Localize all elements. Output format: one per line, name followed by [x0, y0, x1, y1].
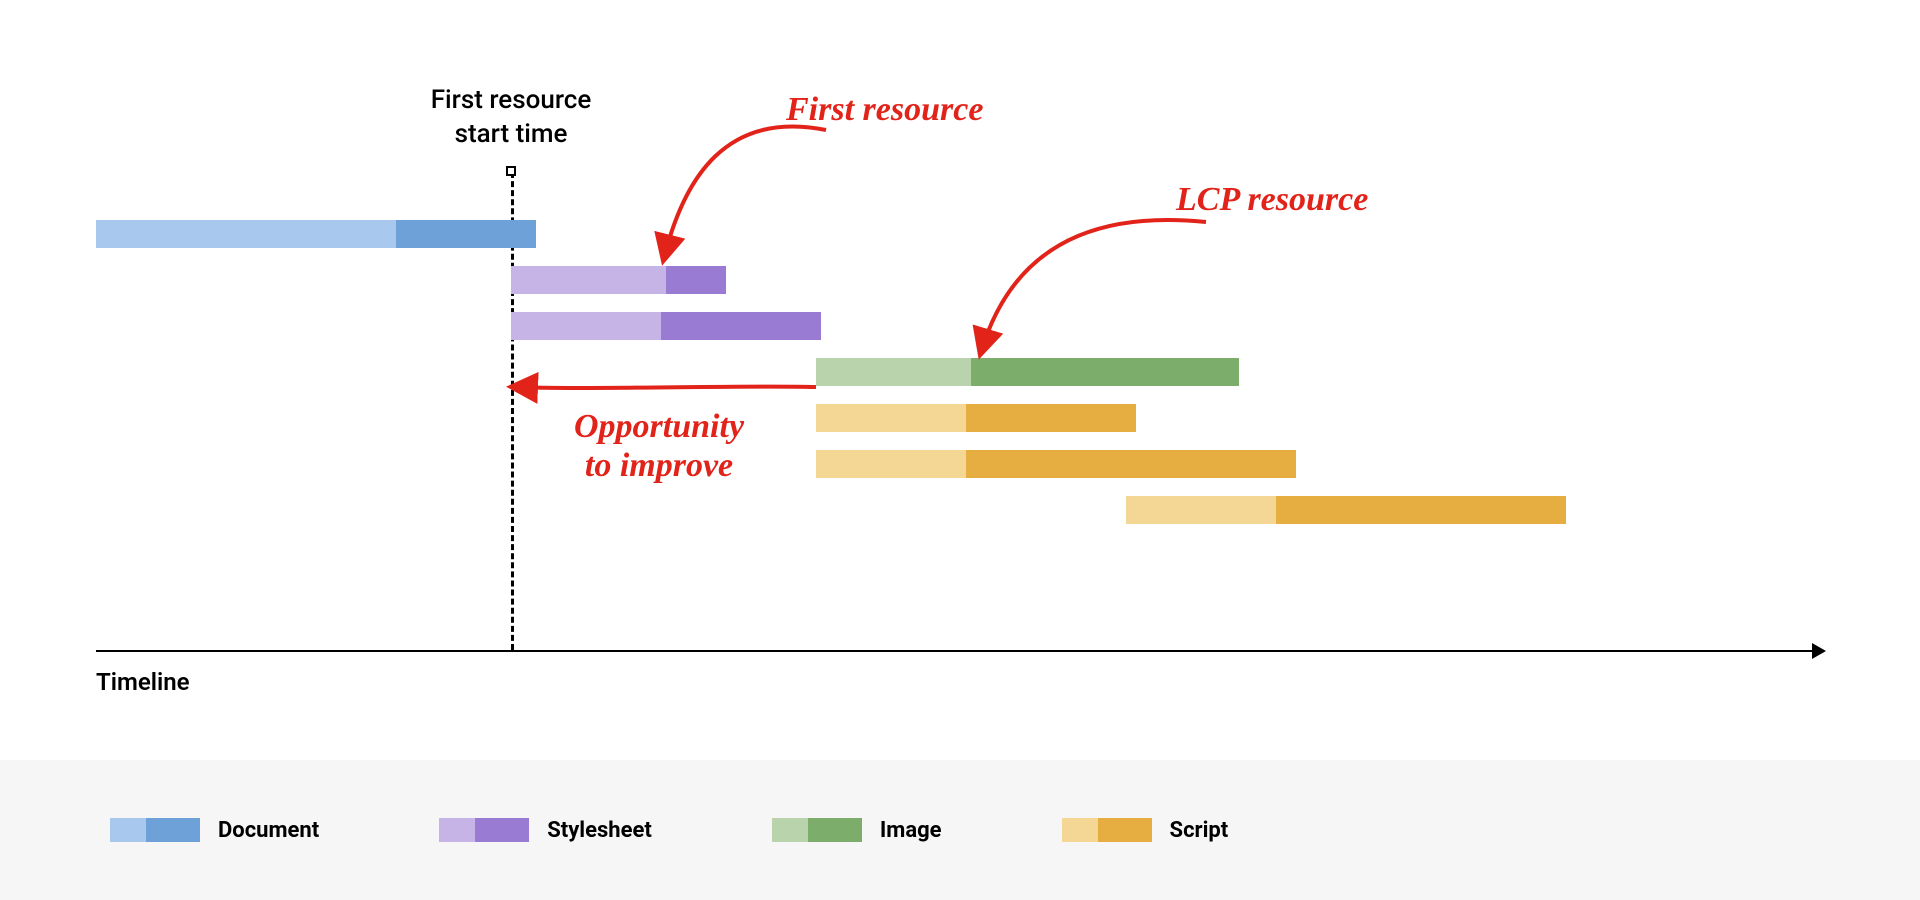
- annotation-first-resource: First resource: [786, 90, 983, 129]
- legend-item-script: Script: [1062, 818, 1229, 843]
- legend-item-stylesheet: Stylesheet: [439, 818, 652, 843]
- timeline-axis: [96, 650, 1814, 652]
- legend-label-script: Script: [1170, 818, 1229, 843]
- bar-image-lcp: [816, 358, 1239, 386]
- legend-swatch-image: [772, 818, 862, 842]
- timeline-axis-label: Timeline: [96, 668, 190, 696]
- bar-stylesheet1: [511, 266, 726, 294]
- waterfall-chart: First resourcestart time Timeline First …: [96, 80, 1824, 700]
- timeline-axis-arrowhead: [1812, 643, 1826, 659]
- diagram-canvas: First resourcestart time Timeline First …: [0, 0, 1920, 900]
- legend-swatch-document: [110, 818, 200, 842]
- legend-swatch-script: [1062, 818, 1152, 842]
- bar-script1: [816, 404, 1136, 432]
- legend-label-document: Document: [218, 818, 319, 843]
- legend-item-document: Document: [110, 818, 319, 843]
- legend: Document Stylesheet Image Script: [0, 760, 1920, 900]
- legend-swatch-stylesheet: [439, 818, 529, 842]
- annotation-lcp-resource: LCP resource: [1176, 180, 1368, 219]
- legend-item-image: Image: [772, 818, 942, 843]
- annotation-arrows: [96, 80, 1824, 700]
- bar-document: [96, 220, 536, 248]
- first-resource-marker-label: First resourcestart time: [401, 84, 621, 152]
- bar-script3: [1126, 496, 1566, 524]
- bar-stylesheet2: [511, 312, 821, 340]
- first-resource-marker-handle: [506, 166, 516, 176]
- bar-script2: [816, 450, 1296, 478]
- legend-label-stylesheet: Stylesheet: [547, 818, 652, 843]
- annotation-opportunity: Opportunityto improve: [574, 407, 744, 485]
- legend-label-image: Image: [880, 818, 942, 843]
